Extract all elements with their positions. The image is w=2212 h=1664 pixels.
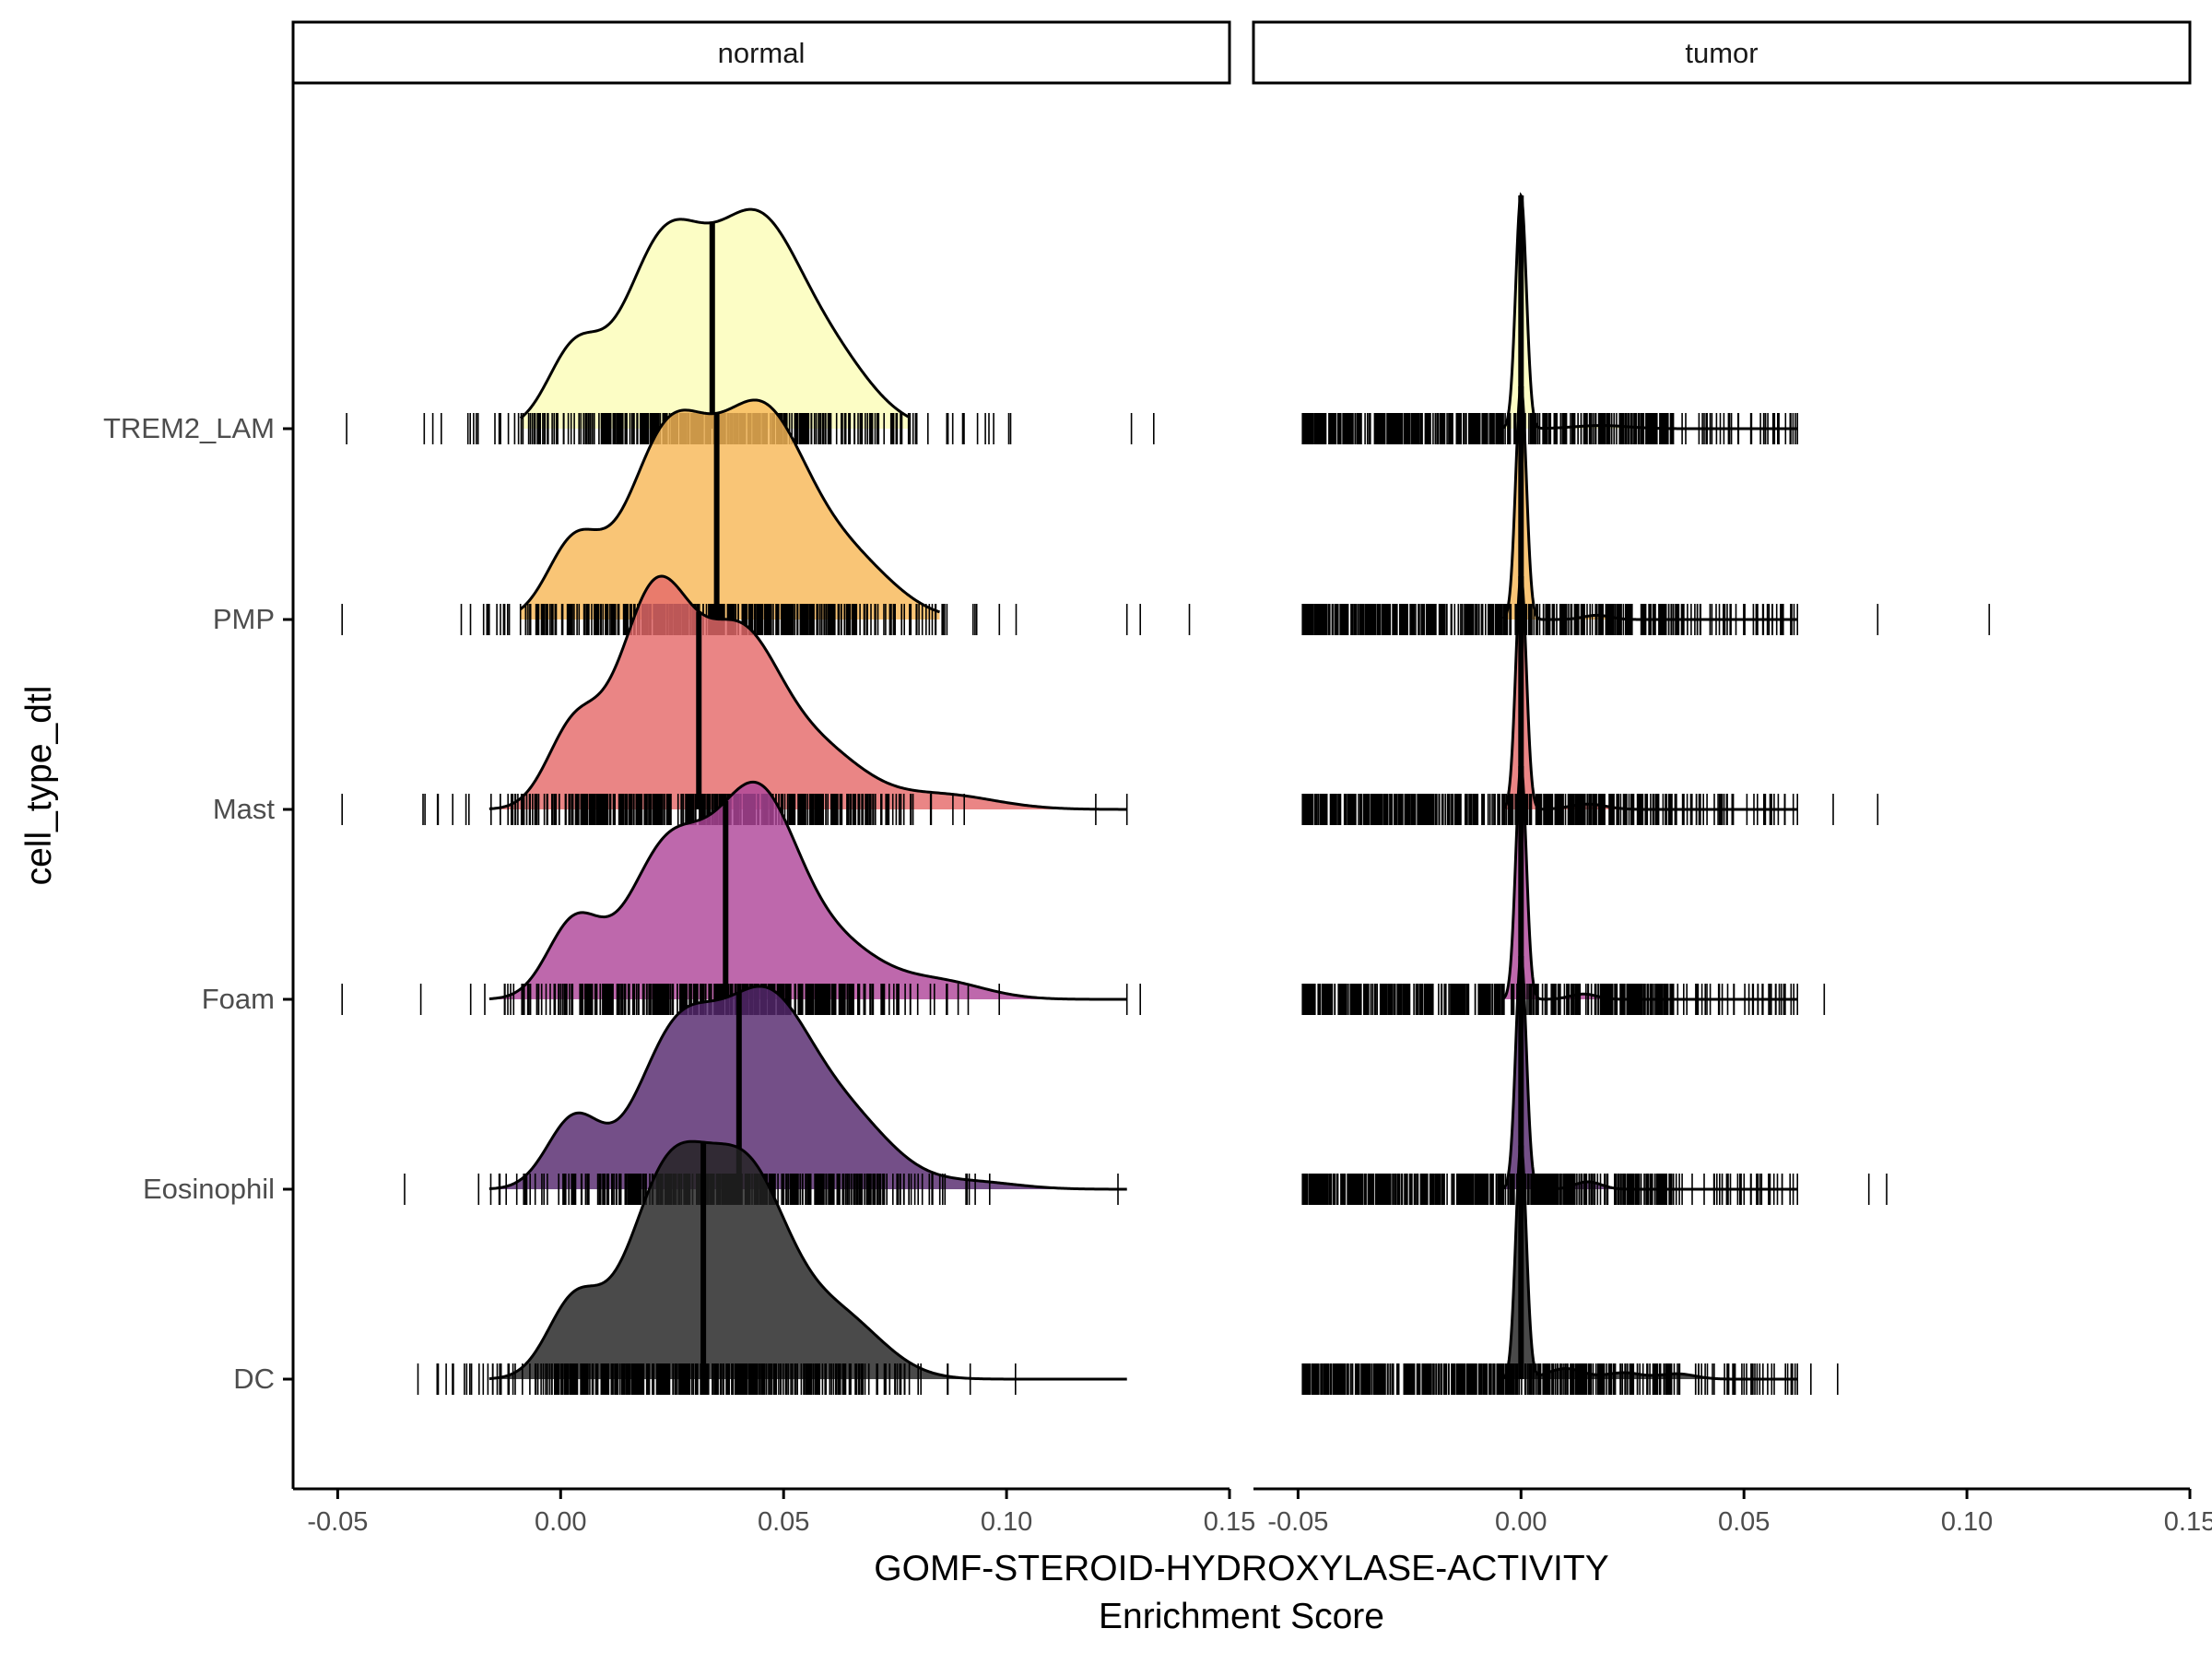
ridge-fill-Eosinophil xyxy=(488,985,1127,1189)
y-tick-label-Foam: Foam xyxy=(202,983,275,1015)
rug-Eosinophil xyxy=(1301,1174,1888,1205)
x-axis-title-line1: GOMF-STEROID-HYDROXYLASE-ACTIVITY xyxy=(874,1549,1608,1588)
ridge-outline-TREM2_LAM xyxy=(1502,192,1798,431)
rug-DC xyxy=(417,1363,1017,1395)
ridge-fill-TREM2_LAM xyxy=(1502,195,1798,429)
rug-PMP xyxy=(341,604,1191,635)
y-tick-label-Eosinophil: Eosinophil xyxy=(143,1173,275,1205)
facet-strip-tumor xyxy=(1252,20,2192,85)
y-tick-label-TREM2_LAM: TREM2_LAM xyxy=(103,412,275,444)
x-tick-label-tumor: 0.10 xyxy=(1941,1507,1993,1537)
y-axis-title: cell_type_dtl xyxy=(19,686,59,886)
ridge-normal-Foam xyxy=(341,780,1141,1015)
x-tick-label-normal: 0.10 xyxy=(981,1507,1032,1537)
ridge-outline-TREM2_LAM xyxy=(519,207,910,419)
y-tick-label-PMP: PMP xyxy=(213,603,275,635)
ridge-outline-Foam xyxy=(488,780,1127,1001)
ridge-normal-DC xyxy=(417,1139,1127,1395)
panel-tumor xyxy=(1301,192,1991,1395)
ridge-tumor-DC xyxy=(1301,1141,1839,1395)
ridge-outline-DC xyxy=(488,1139,1127,1381)
ridge-fill-Mast xyxy=(488,576,1127,809)
x-axis-title-line2: Enrichment Score xyxy=(1099,1597,1384,1636)
x-tick-label-normal: -0.05 xyxy=(307,1507,368,1537)
ridge-fill-Foam xyxy=(488,782,1127,999)
ridge-normal-Eosinophil xyxy=(404,985,1127,1205)
x-tick-label-normal: 0.00 xyxy=(535,1507,586,1537)
facet-strip-normal xyxy=(291,20,1231,85)
ridge-outline-Eosinophil xyxy=(488,985,1127,1191)
panel-normal xyxy=(341,207,1191,1395)
x-tick-label-tumor: -0.05 xyxy=(1267,1507,1328,1537)
rug-Foam xyxy=(1301,984,1826,1015)
rug-PMP xyxy=(1301,604,1991,635)
y-tick-label-DC: DC xyxy=(233,1363,275,1395)
x-tick-label-tumor: 0.00 xyxy=(1495,1507,1547,1537)
ridge-outline-PMP xyxy=(519,398,941,614)
ridge-fill-DC xyxy=(488,1141,1127,1379)
facet-label-tumor: tumor xyxy=(1685,37,1758,69)
y-tick-label-Mast: Mast xyxy=(213,793,276,825)
x-tick-label-tumor: 0.15 xyxy=(2164,1507,2212,1537)
rug-DC xyxy=(1301,1363,1839,1395)
facet-label-normal: normal xyxy=(718,37,806,69)
ridge-fill-PMP xyxy=(520,399,940,620)
x-tick-label-normal: 0.05 xyxy=(758,1507,809,1537)
ridge-normal-PMP xyxy=(341,398,1191,635)
ridge-outline-Mast xyxy=(488,574,1127,811)
x-tick-label-normal: 0.15 xyxy=(1204,1507,1255,1537)
rug-TREM2_LAM xyxy=(1301,413,1798,444)
x-tick-label-tumor: 0.05 xyxy=(1718,1507,1770,1537)
ridge-tumor-TREM2_LAM xyxy=(1301,192,1798,444)
